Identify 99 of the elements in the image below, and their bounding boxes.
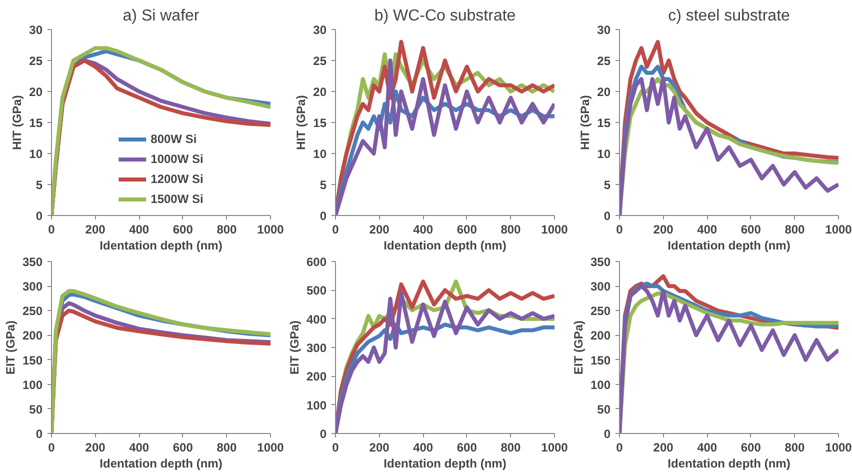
y-axis-title: EIT (GPa) <box>287 320 302 375</box>
x-tick-label: 1000 <box>825 440 852 454</box>
x-tick-label: 0 <box>48 222 56 236</box>
y-tick-label: 100 <box>306 398 327 412</box>
y-tick-label: 400 <box>306 312 327 326</box>
y-tick-label: 100 <box>22 378 43 392</box>
y-tick-label: 200 <box>22 328 43 343</box>
x-tick-label: 0 <box>48 440 56 454</box>
y-tick-label: 200 <box>590 328 611 343</box>
chart-title: a) Si wafer <box>122 8 200 24</box>
y-tick-label: 0 <box>36 209 43 223</box>
x-tick-label: 600 <box>740 440 762 454</box>
x-tick-label: 200 <box>85 440 106 454</box>
y-tick-label: 5 <box>36 178 43 192</box>
x-tick-label: 600 <box>456 222 478 236</box>
y-tick-label: 600 <box>306 255 327 269</box>
x-tick-label: 400 <box>697 440 718 454</box>
x-tick-label: 800 <box>500 222 522 236</box>
y-tick-label: 30 <box>313 23 327 37</box>
x-tick-label: 800 <box>216 222 238 236</box>
x-tick-label: 200 <box>85 222 106 236</box>
x-tick-label: 0 <box>616 222 624 236</box>
y-axis-title: HIT (GPa) <box>294 95 308 150</box>
x-tick-label: 1000 <box>825 222 852 236</box>
x-axis-title: Identation depth (nm) <box>100 238 222 252</box>
y-tick-label: 10 <box>313 147 327 161</box>
y-axis-title: HIT (GPa) <box>10 95 24 150</box>
y-tick-label: 100 <box>590 378 611 392</box>
x-axis-title: Identation depth (nm) <box>668 456 790 470</box>
x-tick-label: 200 <box>653 222 674 236</box>
legend-label: 1500W Si <box>150 192 204 206</box>
x-axis-title: Identation depth (nm) <box>100 456 222 470</box>
y-axis-title: EIT (GPa) <box>3 320 18 375</box>
x-tick-label: 1000 <box>257 222 284 236</box>
y-tick-label: 10 <box>29 147 43 161</box>
x-tick-label: 1000 <box>257 440 284 454</box>
x-tick-label: 200 <box>369 222 390 236</box>
chart-title: b) WC-Co substrate <box>374 8 516 24</box>
y-tick-label: 20 <box>29 85 43 99</box>
x-tick-label: 600 <box>456 440 478 454</box>
x-tick-label: 400 <box>413 222 434 236</box>
y-tick-label: 250 <box>590 304 611 318</box>
y-tick-label: 25 <box>29 54 43 68</box>
y-tick-label: 350 <box>22 255 43 269</box>
y-tick-label: 300 <box>590 280 611 294</box>
y-axis-title: EIT (GPa) <box>571 320 586 375</box>
y-tick-label: 15 <box>313 116 327 130</box>
y-tick-label: 5 <box>320 178 327 192</box>
y-tick-label: 350 <box>590 255 611 269</box>
y-tick-label: 300 <box>22 280 43 294</box>
x-tick-label: 0 <box>332 440 340 454</box>
y-tick-label: 25 <box>597 54 611 68</box>
x-tick-label: 600 <box>172 222 194 236</box>
y-tick-label: 50 <box>29 402 43 416</box>
x-tick-label: 1000 <box>541 440 568 454</box>
legend-label: 1200W Si <box>150 172 204 186</box>
legend-label: 800W Si <box>150 132 197 146</box>
x-axis-title: Identation depth (nm) <box>384 238 506 252</box>
y-tick-label: 300 <box>306 341 327 355</box>
y-tick-label: 5 <box>604 178 611 192</box>
x-axis-title: Identation depth (nm) <box>384 456 506 470</box>
legend-label: 1000W Si <box>150 152 204 166</box>
y-tick-label: 20 <box>597 85 611 99</box>
y-tick-label: 200 <box>306 370 327 384</box>
x-tick-label: 400 <box>129 222 150 236</box>
x-tick-label: 800 <box>216 440 238 454</box>
y-tick-label: 15 <box>597 116 611 130</box>
y-tick-label: 50 <box>597 402 611 416</box>
y-tick-label: 25 <box>313 54 327 68</box>
y-tick-label: 0 <box>604 427 611 441</box>
y-axis-title: HIT (GPa) <box>578 95 592 150</box>
y-tick-label: 250 <box>22 304 43 318</box>
y-tick-label: 0 <box>320 209 327 223</box>
y-tick-label: 0 <box>36 427 43 441</box>
x-tick-label: 0 <box>616 440 624 454</box>
y-tick-label: 10 <box>597 147 611 161</box>
y-tick-label: 15 <box>29 116 43 130</box>
chart-title: c) steel substrate <box>668 8 790 24</box>
x-tick-label: 400 <box>413 440 434 454</box>
x-tick-label: 400 <box>697 222 718 236</box>
x-tick-label: 600 <box>172 440 194 454</box>
y-tick-label: 30 <box>29 23 43 37</box>
x-tick-label: 800 <box>784 222 806 236</box>
y-tick-label: 20 <box>313 85 327 99</box>
x-tick-label: 800 <box>784 440 806 454</box>
x-tick-label: 400 <box>129 440 150 454</box>
x-axis-title: Identation depth (nm) <box>668 238 790 252</box>
y-tick-label: 0 <box>604 209 611 223</box>
y-tick-label: 0 <box>320 427 327 441</box>
y-tick-label: 150 <box>590 353 611 368</box>
x-tick-label: 0 <box>332 222 340 236</box>
y-tick-label: 150 <box>22 353 43 368</box>
x-tick-label: 200 <box>653 440 674 454</box>
x-tick-label: 1000 <box>541 222 568 236</box>
x-tick-label: 200 <box>369 440 390 454</box>
y-tick-label: 30 <box>597 23 611 37</box>
x-tick-label: 600 <box>740 222 762 236</box>
x-tick-label: 800 <box>500 440 522 454</box>
y-tick-label: 500 <box>306 284 327 298</box>
